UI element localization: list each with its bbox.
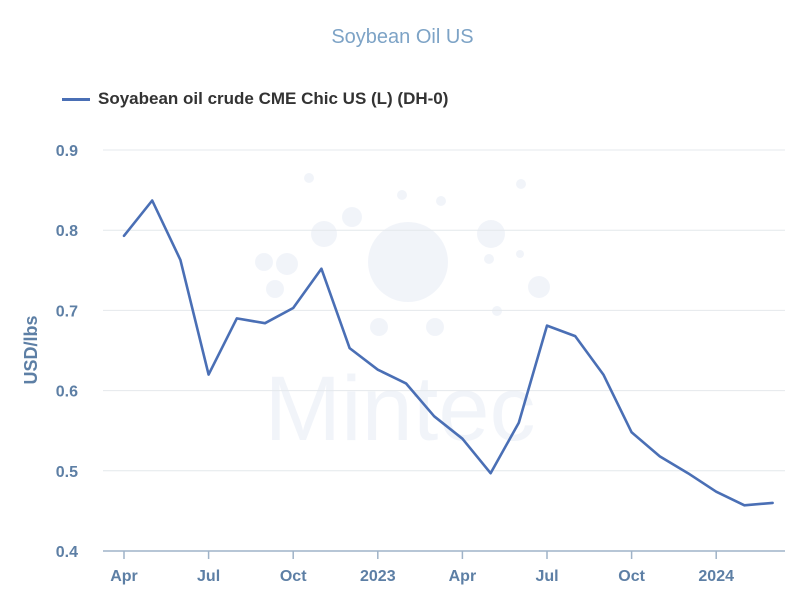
data-point[interactable] (768, 498, 778, 508)
legend[interactable]: Soyabean oil crude CME Chic US (L) (DH-0… (62, 89, 448, 109)
data-point[interactable] (175, 255, 185, 265)
series-group (119, 196, 778, 510)
data-point[interactable] (486, 468, 496, 478)
watermark-logo: Mintec (255, 173, 550, 460)
x-tick-label: 2023 (360, 568, 396, 585)
data-point[interactable] (683, 468, 693, 478)
data-point[interactable] (401, 378, 411, 388)
data-point[interactable] (316, 264, 326, 274)
watermark-text: Mintec (265, 358, 536, 460)
x-tick-label: 2024 (698, 568, 734, 585)
x-tick-label: Apr (449, 568, 477, 585)
y-tick-label: 0.8 (56, 223, 78, 240)
data-point[interactable] (457, 434, 467, 444)
data-point[interactable] (260, 318, 270, 328)
y-tick-label: 0.6 (56, 384, 78, 401)
y-tick-label: 0.7 (56, 303, 78, 320)
data-point[interactable] (570, 331, 580, 341)
y-tick-label: 0.4 (56, 544, 78, 561)
data-point[interactable] (514, 418, 524, 428)
data-point[interactable] (711, 487, 721, 497)
data-point[interactable] (204, 370, 214, 380)
x-tick-label: Oct (280, 568, 307, 585)
y-tick-label: 0.9 (56, 143, 78, 160)
data-point[interactable] (655, 451, 665, 461)
legend-label: Soyabean oil crude CME Chic US (L) (DH-0… (98, 89, 449, 108)
y-tick-label: 0.5 (56, 464, 78, 481)
x-tick-label: Jul (535, 568, 558, 585)
data-point[interactable] (598, 370, 608, 380)
legend-swatch (62, 97, 90, 101)
x-tick-label: Jul (197, 568, 220, 585)
data-point[interactable] (345, 343, 355, 353)
data-point[interactable] (429, 411, 439, 421)
x-axis: Apr Jul Oct 2023 Apr Jul Oct 2024 (103, 550, 785, 585)
data-point[interactable] (739, 500, 749, 510)
grid (103, 149, 785, 472)
data-point[interactable] (288, 303, 298, 313)
data-point[interactable] (147, 196, 157, 206)
data-point[interactable] (542, 321, 552, 331)
data-point[interactable] (373, 365, 383, 375)
data-point[interactable] (232, 313, 242, 323)
data-point[interactable] (627, 427, 637, 437)
y-axis: 0.4 0.5 0.6 0.7 0.8 0.9 (56, 143, 78, 561)
data-point[interactable] (119, 231, 129, 241)
x-tick-label: Apr (110, 568, 138, 585)
x-tick-label: Oct (618, 568, 645, 585)
y-axis-label: USD/lbs (21, 315, 41, 384)
chart-title: Soybean Oil US (331, 26, 474, 48)
series-line[interactable] (122, 199, 774, 507)
